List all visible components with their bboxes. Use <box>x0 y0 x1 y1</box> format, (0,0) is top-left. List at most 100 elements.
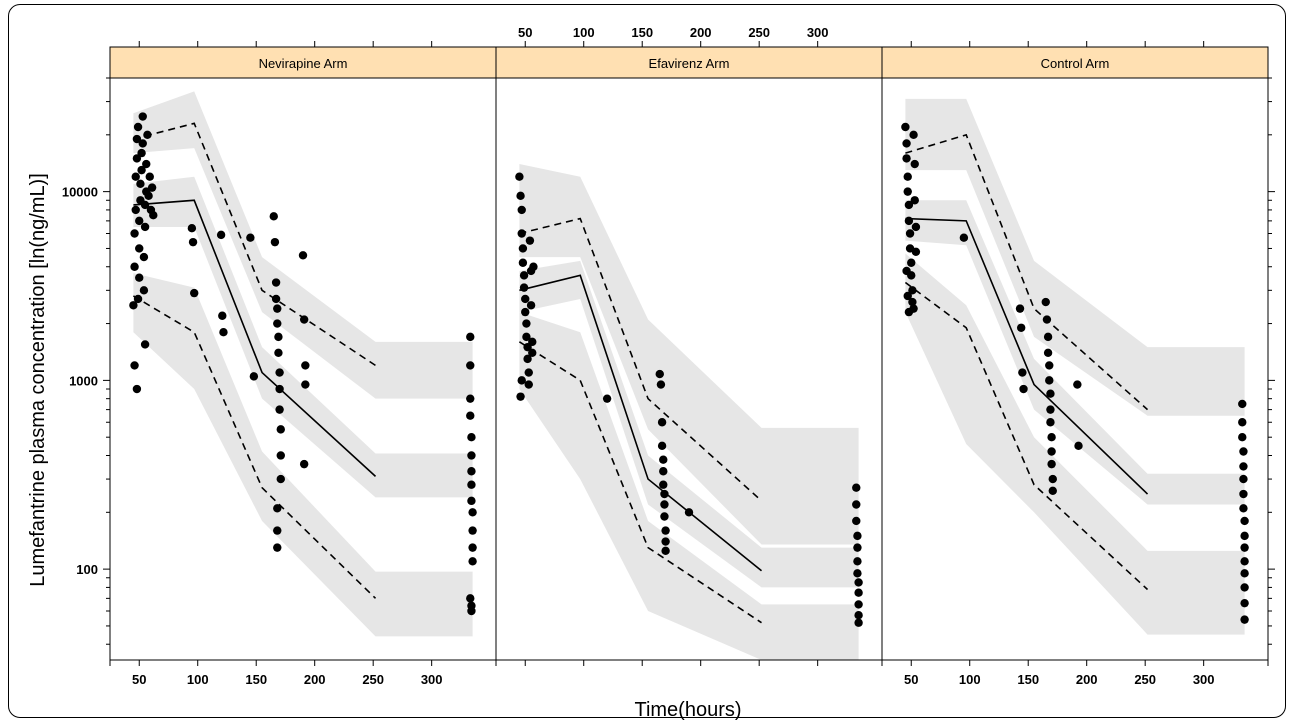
observation-point <box>298 251 308 260</box>
observation-point <box>852 500 861 509</box>
observation-point <box>660 489 669 499</box>
strip-label: Control Arm <box>1041 56 1110 71</box>
observation-point <box>905 229 915 238</box>
observation-point <box>136 179 145 189</box>
panel-plot-area <box>129 91 477 637</box>
observation-point <box>246 233 255 242</box>
observation-point <box>273 304 282 313</box>
observation-point <box>270 237 280 247</box>
observation-point <box>1042 315 1052 324</box>
observation-point <box>908 297 917 307</box>
observation-point <box>522 332 531 342</box>
observation-point <box>1240 531 1249 541</box>
x-tick-label: 50 <box>518 25 532 40</box>
observation-point <box>1019 384 1028 394</box>
observation-point <box>276 425 285 434</box>
observation-point <box>853 531 862 541</box>
observation-point <box>911 222 921 232</box>
observation-point <box>853 557 862 566</box>
observation-point <box>140 222 150 232</box>
observation-point <box>273 504 282 513</box>
y-axis: 100 1000 10000 <box>62 77 1275 645</box>
observation-point <box>1238 432 1247 442</box>
observation-point <box>602 394 612 403</box>
observation-point <box>528 337 537 347</box>
observation-point <box>468 543 477 552</box>
observation-point <box>466 394 475 403</box>
observation-point <box>149 211 158 220</box>
observation-point <box>1240 598 1249 608</box>
observation-point <box>902 139 911 148</box>
observation-point <box>1048 474 1057 484</box>
observation-point <box>1074 441 1083 451</box>
observation-point <box>138 139 147 148</box>
observation-point <box>467 480 476 489</box>
observation-point <box>525 236 535 245</box>
observation-point <box>135 216 144 226</box>
observation-point <box>187 224 197 233</box>
strip-header <box>881 46 1269 79</box>
observation-point <box>521 307 530 317</box>
observation-point <box>657 441 667 451</box>
y-tick-label: 1000 <box>69 373 98 388</box>
x-tick-label: 100 <box>187 672 209 687</box>
interval-band-median <box>905 200 1245 505</box>
observation-point <box>466 411 475 420</box>
observation-point <box>1046 405 1055 414</box>
panel-1: Nevirapine Arm 50 100 150 200 250 300 <box>109 41 497 687</box>
x-tick-label: 200 <box>1076 672 1098 687</box>
observation-point <box>854 610 863 620</box>
observation-point <box>909 130 918 140</box>
observation-point <box>219 327 228 337</box>
observation-point <box>661 526 670 535</box>
observation-point <box>853 569 862 578</box>
median-line <box>519 274 763 572</box>
observation-point <box>903 187 912 196</box>
interval-band-p95 <box>519 164 859 545</box>
observation-point <box>1239 447 1248 456</box>
observation-point <box>1240 615 1249 624</box>
observation-point <box>657 418 667 427</box>
observation-point <box>135 273 144 282</box>
p5-line <box>518 341 762 624</box>
observation-point <box>518 244 528 253</box>
interval-band-p5 <box>133 273 473 637</box>
observation-point <box>901 122 910 132</box>
observation-point <box>301 380 310 389</box>
observation-point <box>467 467 476 476</box>
x-tick-label: 150 <box>1017 672 1039 687</box>
observation-point <box>1047 432 1056 442</box>
observation-point <box>466 361 475 370</box>
observation-point <box>274 348 283 357</box>
y-axis-title: Lumefantrine plasma concentration [ln(ng… <box>27 173 49 587</box>
p5-line <box>904 281 1149 591</box>
observation-point <box>1043 332 1053 342</box>
interval-band-median <box>519 260 859 588</box>
y-tick-label: 100 <box>76 562 98 577</box>
observation-point <box>135 244 144 253</box>
observation-point <box>137 165 146 175</box>
observation-point <box>1240 516 1249 526</box>
observation-point <box>904 216 914 226</box>
observation-point <box>1043 348 1053 357</box>
observation-point <box>301 361 310 370</box>
x-tick-label: 250 <box>362 672 384 687</box>
observation-point <box>274 332 283 342</box>
figure-frame <box>8 4 1286 718</box>
observation-point <box>190 288 199 298</box>
observation-point <box>299 459 309 469</box>
observation-point <box>1016 323 1026 332</box>
observation-point <box>659 480 668 489</box>
observation-point <box>275 405 284 414</box>
observation-point <box>661 546 670 556</box>
observation-point <box>467 606 476 616</box>
observation-point <box>655 369 664 379</box>
observation-point <box>904 307 914 317</box>
observation-point <box>467 432 476 442</box>
observation-point <box>903 291 912 301</box>
observation-point <box>519 283 529 292</box>
observation-point <box>903 172 912 181</box>
observation-point <box>854 600 863 609</box>
panel-plot-area <box>901 98 1249 635</box>
